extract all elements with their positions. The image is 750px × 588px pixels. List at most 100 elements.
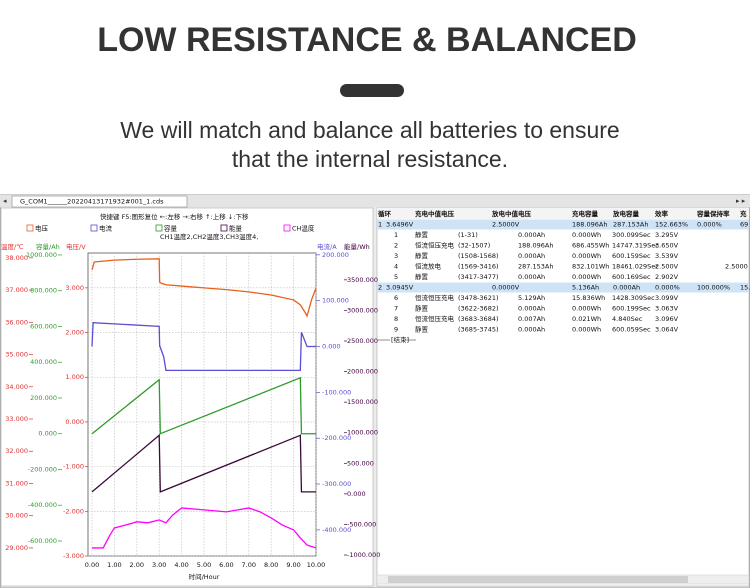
data-table: 循环 充电中值电压 放电中值电压 充电容量 放电容量 效率 容量保持率 充 1 3.6496V 2.… (377, 208, 750, 344)
step-cell: 3.539V (655, 252, 679, 260)
step-cell: 2 (394, 242, 398, 250)
x-tick-label: 3.00 (152, 561, 166, 569)
cycle-cell: 100.000% (697, 284, 730, 292)
series-line (91, 258, 317, 318)
step-cell: 4 (394, 263, 398, 271)
legend-swatch (90, 224, 98, 232)
step-cell: 14747.319Sec (612, 242, 659, 250)
step-cell: 静置 (415, 251, 429, 260)
cycle-cell: 3.6496V (386, 221, 414, 229)
step-cell: 2.5000 (725, 263, 748, 271)
step-cell: 静置 (415, 230, 429, 239)
step-cell: 1428.309Sec (612, 294, 655, 302)
y-tick-label: -300.000 (322, 480, 351, 488)
column-header: 充电中值电压 (415, 209, 455, 218)
column-header: 放电中值电压 (491, 209, 532, 218)
series-line (92, 507, 317, 549)
y-tick-label: 200.000 (30, 394, 57, 402)
y-tick-label: -1000.000 (347, 551, 380, 559)
tab-scroll-left[interactable]: ◂ (3, 197, 7, 205)
cycle-cell: 1 (378, 221, 382, 229)
step-cell: 3.295V (655, 231, 679, 239)
file-tab[interactable] (11, 195, 188, 208)
tab-scroll-right[interactable]: ▸ ▸ (736, 197, 746, 205)
table-header-bg (377, 208, 749, 219)
step-cell: (3685-3745) (458, 326, 499, 334)
y-tick-label: 0.000 (38, 430, 57, 438)
column-header: 效率 (655, 209, 669, 218)
y-tick-label: 1.000 (65, 373, 84, 381)
subtitle-line: We will match and balance all batteries … (120, 117, 619, 143)
y-axis-title: 电流/A (317, 242, 337, 251)
y-tick-label: -3.000 (63, 552, 84, 560)
y-tick-label: 35.000 (5, 351, 28, 359)
step-cell: (1-31) (458, 231, 478, 239)
step-cell: 5.129Ah (518, 294, 545, 302)
x-tick-label: 10.00 (307, 561, 326, 569)
tab-bar (0, 195, 750, 207)
y-tick-label: 2.000 (65, 329, 84, 337)
headline: LOW RESISTANCE & BALANCED (97, 21, 637, 59)
step-cell: 600.199Sec (612, 305, 651, 313)
y-tick-label: -200.000 (322, 434, 351, 442)
y-tick-label: 1000.000 (347, 429, 378, 437)
step-cell: 832.101Wh (572, 263, 609, 271)
step-cell: 静置 (415, 304, 429, 313)
plot-frame (87, 252, 317, 557)
step-cell: 0.021Wh (572, 315, 601, 323)
step-cell: (1569-3416) (458, 263, 499, 271)
cycle-cell: 2 (378, 284, 382, 292)
step-cell: 3.099V (655, 294, 679, 302)
y-tick-label: -600.000 (28, 537, 57, 545)
step-cell: (3622-3682) (458, 305, 499, 313)
step-cell: 恒流恒压充电 (415, 241, 455, 250)
cycle-cell: 0.0000V (492, 284, 520, 292)
divider-pill (340, 84, 404, 97)
y-axis-title: 能量/Wh (344, 242, 370, 251)
x-tick-label: 9.00 (286, 561, 300, 569)
step-cell: 3.064V (655, 326, 679, 334)
y-tick-label: 400.000 (30, 358, 57, 366)
column-header: 充电容量 (572, 209, 599, 218)
legend-label: 容量 (164, 224, 178, 233)
step-cell: 5 (394, 273, 398, 281)
step-cell: 0.000Wh (572, 231, 601, 239)
chart-note: CH1温度2,CH2温度3,CH3温度4, (160, 232, 258, 241)
y-tick-label: 38.000 (5, 254, 28, 262)
y-tick-label: 0.000 (65, 418, 84, 426)
legend-swatch (283, 224, 291, 232)
legend-label: CH温度 (292, 224, 315, 233)
scrollbar-thumb[interactable] (388, 576, 688, 583)
y-tick-label: -100.000 (322, 388, 351, 396)
step-cell: 7 (394, 305, 398, 313)
y-tick-label: 31.000 (5, 479, 28, 487)
series-line (91, 321, 316, 371)
legend-swatch (155, 224, 163, 232)
step-cell: 15.836Wh (572, 294, 605, 302)
file-tab-label: G_COM1______20220413171932#001_1.cds (20, 198, 164, 206)
y-axis-title: 温度/℃ (1, 242, 24, 251)
step-cell: (3478-3621) (458, 294, 499, 302)
y-tick-label: 2500.000 (347, 337, 378, 345)
x-tick-label: 7.00 (242, 561, 256, 569)
column-header: 充 (740, 209, 747, 218)
y-tick-label: 200.000 (322, 251, 349, 259)
y-tick-label: 800.000 (30, 287, 57, 295)
step-cell: (3683-3684) (458, 315, 499, 323)
y-tick-label: 34.000 (5, 383, 28, 391)
step-cell: 0.000Ah (518, 252, 545, 260)
y-tick-label: -400.000 (28, 501, 57, 509)
legend-label: 电压 (35, 224, 49, 233)
step-cell: 2.500V (655, 263, 679, 271)
cycle-cell: 0.000% (655, 284, 680, 292)
step-cell: 188.096Ah (518, 242, 553, 250)
y-tick-label: 37.000 (5, 286, 28, 294)
step-cell: 恒流放电 (415, 262, 442, 271)
step-cell: 恒流恒压充电 (415, 293, 455, 302)
step-cell: 0.000Ah (518, 273, 545, 281)
step-cell: 3 (394, 252, 398, 260)
step-cell: 2.902V (655, 273, 679, 281)
cycle-cell: 0.000% (697, 221, 722, 229)
step-cell: 0.007Ah (518, 315, 545, 323)
